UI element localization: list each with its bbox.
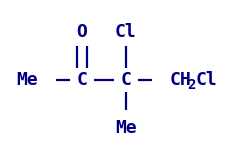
Text: Cl: Cl: [196, 71, 218, 89]
Text: Me: Me: [16, 71, 38, 89]
Text: C: C: [121, 71, 132, 89]
Text: 2: 2: [187, 78, 196, 92]
Text: CH: CH: [170, 71, 192, 89]
Text: C: C: [77, 71, 87, 89]
Text: Cl: Cl: [115, 23, 137, 41]
Text: Me: Me: [115, 119, 137, 137]
Text: O: O: [77, 23, 87, 41]
